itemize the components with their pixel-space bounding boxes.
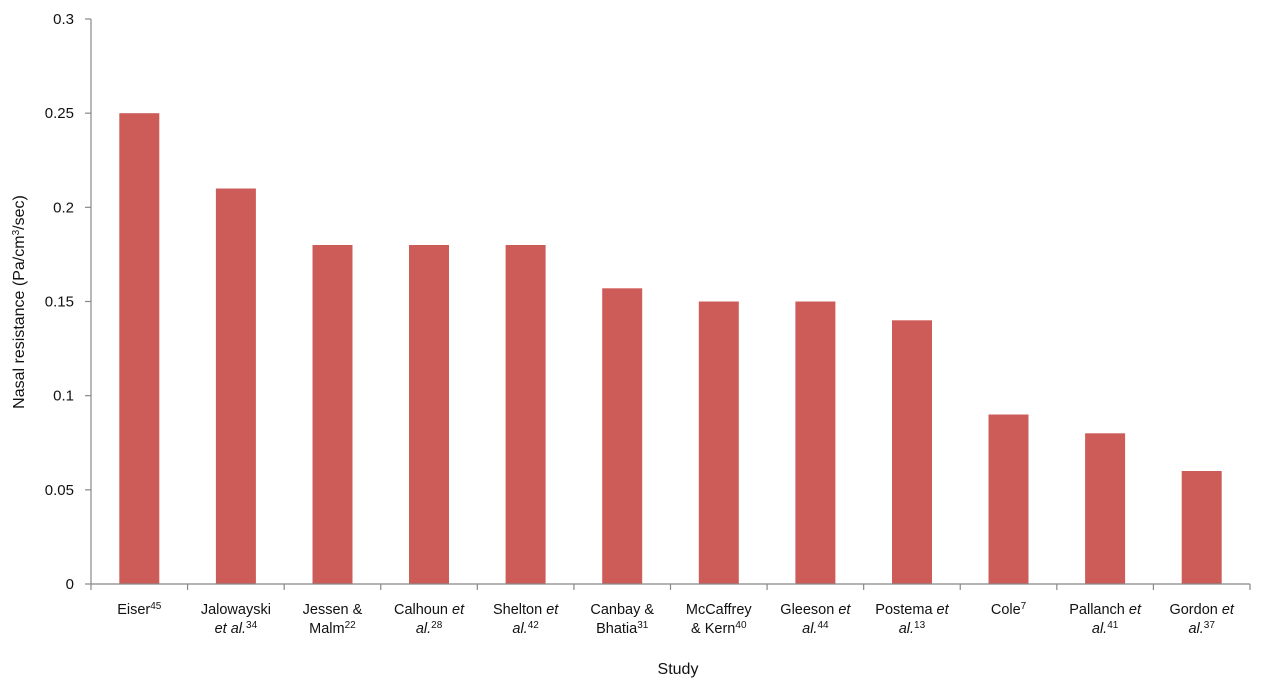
x-axis-title: Study [658,661,699,678]
x-tick-label: Canbay & Bhatia31 [590,602,654,637]
bar [988,414,1029,584]
y-tick-label: 0.15 [45,294,74,311]
x-tick-label: Pallanch et al.41 [1069,602,1142,637]
x-tick-label: Gordon et al.37 [1169,602,1234,637]
x-tick-label: Cole7 [991,601,1027,619]
x-tick-label: Calhoun et al.28 [394,602,465,637]
bar [602,288,643,584]
bar [505,245,546,584]
bar [795,301,836,584]
y-axis-title: Nasal resistance (Pa/cm3/sec) [11,195,29,409]
x-tick-label: Gleeson et al.44 [780,602,851,637]
y-tick-label: 0 [66,576,74,593]
bar [119,113,160,584]
y-tick-label: 0.3 [53,11,74,28]
x-tick-label: Jalowayski et al.34 [201,602,271,637]
bar [312,245,353,584]
y-tick-label: 0.2 [53,199,74,216]
bar [409,245,449,584]
bar [215,188,256,584]
bar [892,320,932,584]
category-labels-group: Eiser45 Jalowayski et al.34 Jessen & Malm22 C… [117,601,1235,638]
axes-group: 0 0.05 0.1 0.15 0.2 0.25 0.3 [45,11,1251,593]
y-tick-label: 0.05 [45,482,74,499]
bar [1085,433,1126,584]
x-tick-label: Shelton et al.42 [493,602,559,637]
bar [698,301,739,584]
x-tick-label: Jessen & Malm22 [303,602,363,637]
x-tick-label: Postema et al.13 [875,602,949,637]
x-tick-label: Eiser45 [117,601,162,619]
y-tick-label: 0.25 [45,105,74,122]
bar [1181,471,1222,584]
x-tick-label: McCaffrey & Kern40 [686,602,753,637]
bars-group [119,113,1222,584]
y-tick-label: 0.1 [53,388,74,405]
